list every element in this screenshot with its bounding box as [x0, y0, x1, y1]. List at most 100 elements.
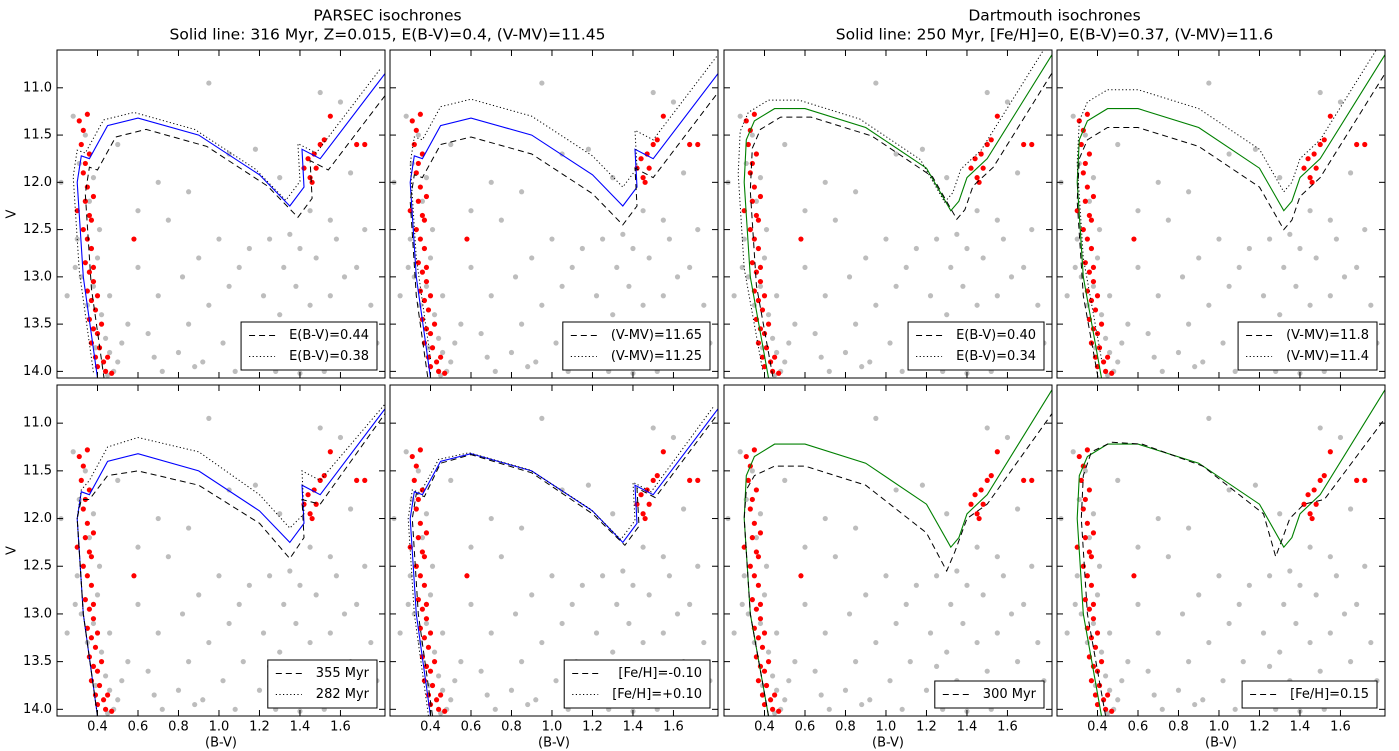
member-star: [92, 644, 99, 650]
member-star: [80, 506, 86, 512]
field-star: [786, 340, 792, 346]
member-star: [423, 326, 430, 332]
member-star: [751, 573, 757, 579]
member-star: [84, 573, 90, 579]
field-star: [1246, 582, 1252, 588]
field-star: [1064, 630, 1070, 636]
member-star: [638, 156, 644, 162]
field-star: [277, 312, 283, 318]
member-star: [421, 297, 428, 304]
field-star: [569, 264, 575, 271]
field-star: [802, 208, 808, 214]
member-star: [435, 706, 442, 712]
member-star: [362, 141, 368, 148]
field-star: [1076, 496, 1082, 503]
field-star: [846, 611, 853, 617]
field-star: [1145, 330, 1151, 337]
field-star: [341, 611, 348, 617]
field-star: [1226, 283, 1232, 289]
field-star: [1107, 293, 1113, 299]
member-star: [305, 492, 311, 498]
field-star: [1008, 611, 1015, 617]
member-star: [798, 573, 804, 579]
member-star: [415, 535, 421, 541]
field-star: [260, 293, 267, 299]
member-star: [1354, 477, 1360, 483]
x-axis-label: (B-V): [538, 736, 570, 751]
member-star: [362, 477, 368, 483]
field-star: [1313, 592, 1319, 598]
member-star: [413, 563, 419, 569]
field-star: [1313, 255, 1319, 261]
member-star: [413, 127, 419, 133]
member-star: [638, 492, 644, 498]
x-tick-label: 0.4: [1087, 720, 1108, 735]
legend-label: 300 Myr: [983, 687, 1037, 702]
field-star: [90, 283, 97, 289]
field-star: [419, 535, 425, 541]
member-star: [755, 217, 762, 223]
field-star: [1119, 340, 1125, 346]
member-star: [354, 141, 360, 148]
field-star: [745, 611, 751, 617]
field-star: [448, 359, 454, 365]
member-star: [100, 697, 107, 703]
field-star: [1090, 283, 1097, 289]
field-star: [115, 359, 121, 365]
member-star: [423, 193, 430, 200]
member-star: [974, 175, 980, 181]
member-star: [94, 630, 101, 636]
panel: 0.4 0.6 0.8 1.0 1.2 1.4 1.6(B-V)[Fe/H]=-0.10[F…: [389, 384, 719, 751]
field-star: [236, 264, 242, 271]
member-star: [751, 184, 757, 190]
member-star: [759, 644, 766, 650]
field-star: [666, 573, 673, 579]
member-star: [84, 447, 90, 453]
field-star: [1287, 231, 1293, 237]
field-star: [765, 312, 772, 318]
field-star: [1115, 477, 1121, 483]
legend-label: E(B-V)=0.34: [956, 349, 1036, 364]
field-star: [1368, 639, 1374, 646]
field-star: [640, 639, 646, 646]
field-star: [313, 592, 319, 598]
legend-box: [1237, 321, 1378, 371]
field-star: [206, 80, 212, 86]
field-star: [82, 132, 88, 138]
field-star: [266, 573, 273, 579]
field-star: [765, 649, 772, 655]
field-star: [92, 345, 99, 351]
field-star: [1186, 321, 1192, 327]
field-star: [1004, 434, 1011, 441]
field-star: [593, 293, 600, 299]
field-star: [1200, 359, 1206, 365]
member-star: [1309, 179, 1315, 185]
field-star: [867, 697, 873, 703]
field-star: [179, 274, 186, 280]
field-star: [1206, 415, 1212, 421]
field-star: [135, 208, 141, 214]
member-star: [409, 453, 415, 460]
field-star: [944, 312, 950, 318]
member-star: [1313, 165, 1319, 171]
field-star: [1102, 673, 1109, 679]
field-star: [492, 368, 498, 374]
member-star: [438, 354, 444, 360]
field-star: [687, 264, 693, 271]
member-star: [755, 554, 762, 560]
member-star: [769, 368, 776, 374]
panel: E(B-V)=0.40 E(B-V)=0.34: [723, 49, 1053, 379]
member-star: [1021, 477, 1027, 483]
member-star: [1354, 141, 1360, 148]
member-star: [1082, 496, 1088, 503]
member-star: [1080, 170, 1086, 176]
field-star: [1200, 697, 1206, 703]
member-star: [980, 501, 986, 507]
member-star: [417, 447, 423, 453]
field-star: [1362, 226, 1368, 233]
y-tick-label: 12.5: [23, 222, 52, 237]
field-star: [1281, 264, 1287, 271]
member-star: [419, 269, 425, 275]
member-star: [421, 245, 428, 252]
field-star: [1216, 236, 1222, 242]
